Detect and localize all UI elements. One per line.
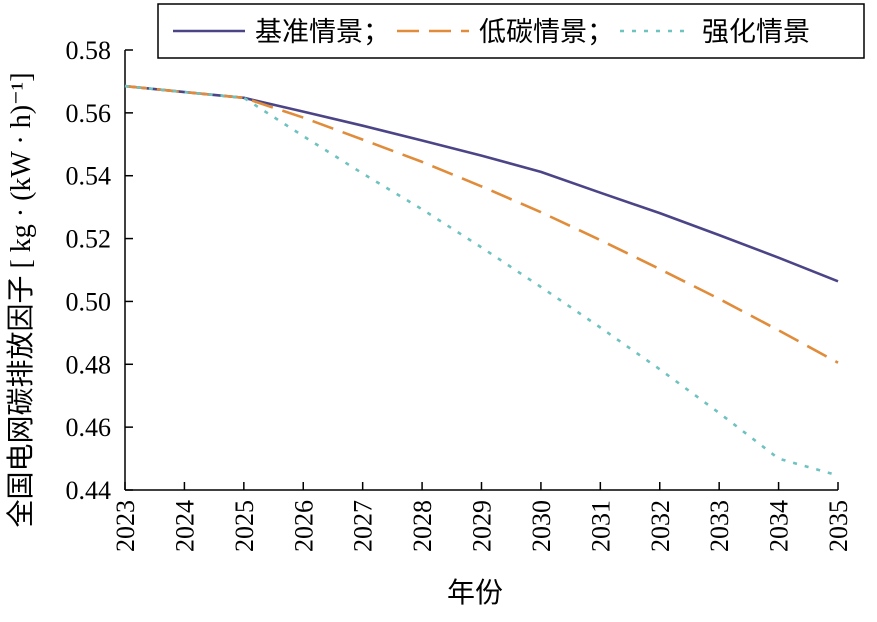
y-tick-label: 0.50: [66, 287, 112, 316]
legend-label-1: 基准情景；: [255, 17, 390, 47]
x-tick-label: 2032: [646, 500, 675, 552]
series-line-1: [124, 84, 839, 283]
x-tick-label: 2024: [170, 500, 199, 552]
x-tick-label: 2027: [349, 500, 378, 552]
y-tick-label: 0.52: [66, 225, 112, 254]
series-layer: [124, 84, 839, 477]
legend-label-3: 强化情景: [702, 17, 810, 47]
legend: 基准情景； 低碳情景； 强化情景: [157, 3, 865, 59]
legend-box: [157, 3, 865, 59]
x-tick-label: 2035: [824, 500, 853, 552]
legend-label-2: 低碳情景；: [479, 17, 614, 47]
x-tick-label: 2034: [765, 500, 794, 552]
y-tick-label: 0.54: [66, 162, 112, 191]
x-tick-label: 2030: [527, 500, 556, 552]
y-tick-label: 0.58: [66, 36, 112, 65]
x-axis-title: 年份: [447, 577, 503, 609]
x-tick-label: 2028: [408, 500, 437, 552]
y-tick-label: 0.44: [66, 476, 112, 505]
x-tick-label: 2026: [289, 500, 318, 552]
y-tick-label: 0.48: [66, 350, 112, 379]
series-line-2: [124, 84, 839, 364]
x-tick-label: 2023: [111, 500, 140, 552]
series-line-3: [124, 84, 839, 477]
plot-area: 0.44 0.46 0.48 0.50 0.52 0.54 0.56 0.58 2023 2024…: [66, 36, 854, 552]
y-tick-label: 0.56: [66, 99, 112, 128]
y-tick-label: 0.46: [66, 413, 112, 442]
x-tick-label: 2031: [586, 500, 615, 552]
x-tick-label: 2029: [468, 500, 497, 552]
x-tick-label: 2025: [230, 500, 259, 552]
y-axis-title: 全国电网碳排放因子 [ kg · (kW · h)⁻¹]: [5, 72, 37, 527]
x-tick-label: 2033: [705, 500, 734, 552]
